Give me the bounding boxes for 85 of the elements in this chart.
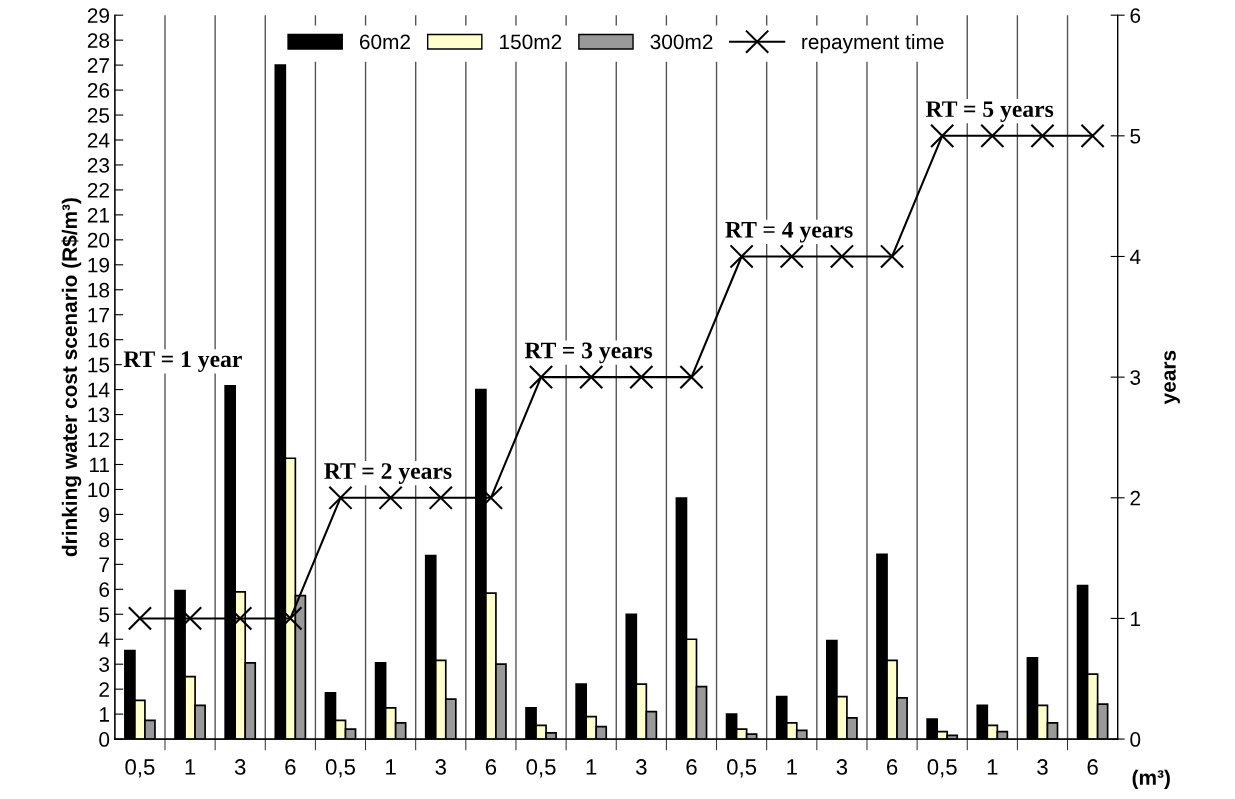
x-tick-label: 0,5 [526,759,556,778]
x-tick-label: 3 [435,759,446,775]
point [378,485,403,510]
y-tick-label: 16 [88,332,110,348]
x-tick-label: 1 [787,759,797,775]
annotation: RT = 2 years [324,463,452,484]
y2-tick-label: 2 [1130,490,1141,506]
legend-label: repayment time [802,33,944,54]
y-tick-label: 3 [99,657,110,672]
y2-axis-title: years [1164,350,1180,405]
point [629,364,654,390]
y-tick-label: 10 [88,482,110,498]
point [980,123,1005,148]
y-tick-label: 18 [88,282,110,298]
y2-tick-label: 3 [1130,370,1141,385]
point [579,364,604,390]
legend-label: 60m2 [359,34,410,50]
annotation: RT = 5 years [925,101,1054,122]
point [679,364,704,390]
y-tick-label: 12 [88,432,109,448]
annotation: RT = 1 year [123,351,242,372]
y2-tick-label: 0 [1130,732,1141,747]
y-tick-label: 27 [87,58,109,73]
x-tick-label: 6 [485,759,497,775]
y-tick-label: 19 [88,257,110,273]
point [930,123,955,148]
x-tick-label: 3 [836,759,848,775]
annotation: RT = 4 years [725,221,853,243]
point [328,485,353,510]
x-tick-label: 0,5 [125,759,155,778]
y-axis-title: drinking water cost scenario (R$/m³) [61,198,82,557]
y-tick-label: 7 [99,557,109,572]
point [829,244,855,269]
y-tick-label: 29 [87,8,110,23]
y2-tick-label: 6 [1130,8,1141,23]
x-tick-label: 1 [987,759,998,775]
legend-label: 150m2 [500,34,562,50]
legend-label: 300m2 [650,34,713,50]
x-tick-label: 1 [185,759,196,775]
y-tick-label: 11 [89,457,109,473]
x-tick-label: 6 [1087,759,1098,775]
x-tick-label: 3 [636,759,647,775]
y-tick-label: 1 [100,707,109,722]
x-tick-label: 0,5 [927,759,957,778]
x-tick-label: 6 [285,759,296,775]
x-tick-label: 1 [386,759,396,775]
x-tick-label: 6 [886,759,898,775]
y-tick-label: 5 [99,607,110,623]
y2-tick-label: 4 [1129,249,1141,265]
point [528,364,554,390]
x-tick-label: 0,5 [325,759,356,778]
y-tick-label: 2 [99,682,109,697]
y-tick-label: 24 [87,132,110,148]
point [879,244,905,269]
y-tick-label: 21 [87,207,109,223]
y-tick-label: 8 [99,532,110,548]
y-tick-label: 28 [87,33,110,48]
point [428,485,453,510]
point [1080,123,1105,148]
y-tick-label: 13 [88,407,110,423]
y-tick-label: 15 [88,357,110,373]
y-tick-label: 0 [99,732,110,747]
y-tick-label: 23 [87,157,110,173]
y-tick-label: 4 [98,632,110,647]
y-tick-label: 14 [88,382,110,398]
point [779,244,804,269]
x-tick-label: 3 [1037,759,1048,775]
y-tick-label: 25 [87,108,110,123]
y-tick-label: 26 [87,83,110,98]
x-tick-label: 6 [686,759,697,775]
y-tick-label: 6 [99,582,110,598]
point [1030,123,1055,148]
y-tick-label: 22 [87,182,109,198]
x-tick-label: 0,5 [727,759,757,778]
y2-tick-label: 1 [1131,611,1141,626]
point [127,606,153,631]
annotation: RT = 3 years [524,342,653,364]
x-tick-label: 1 [586,759,597,775]
text: (m³) [1132,769,1170,790]
x-tick-label: 3 [234,759,246,775]
y-tick-label: 17 [88,307,109,323]
y-tick-label: 20 [87,232,110,248]
y-tick-label: 9 [99,507,110,523]
y2-tick-label: 5 [1130,129,1141,144]
point [729,244,754,269]
